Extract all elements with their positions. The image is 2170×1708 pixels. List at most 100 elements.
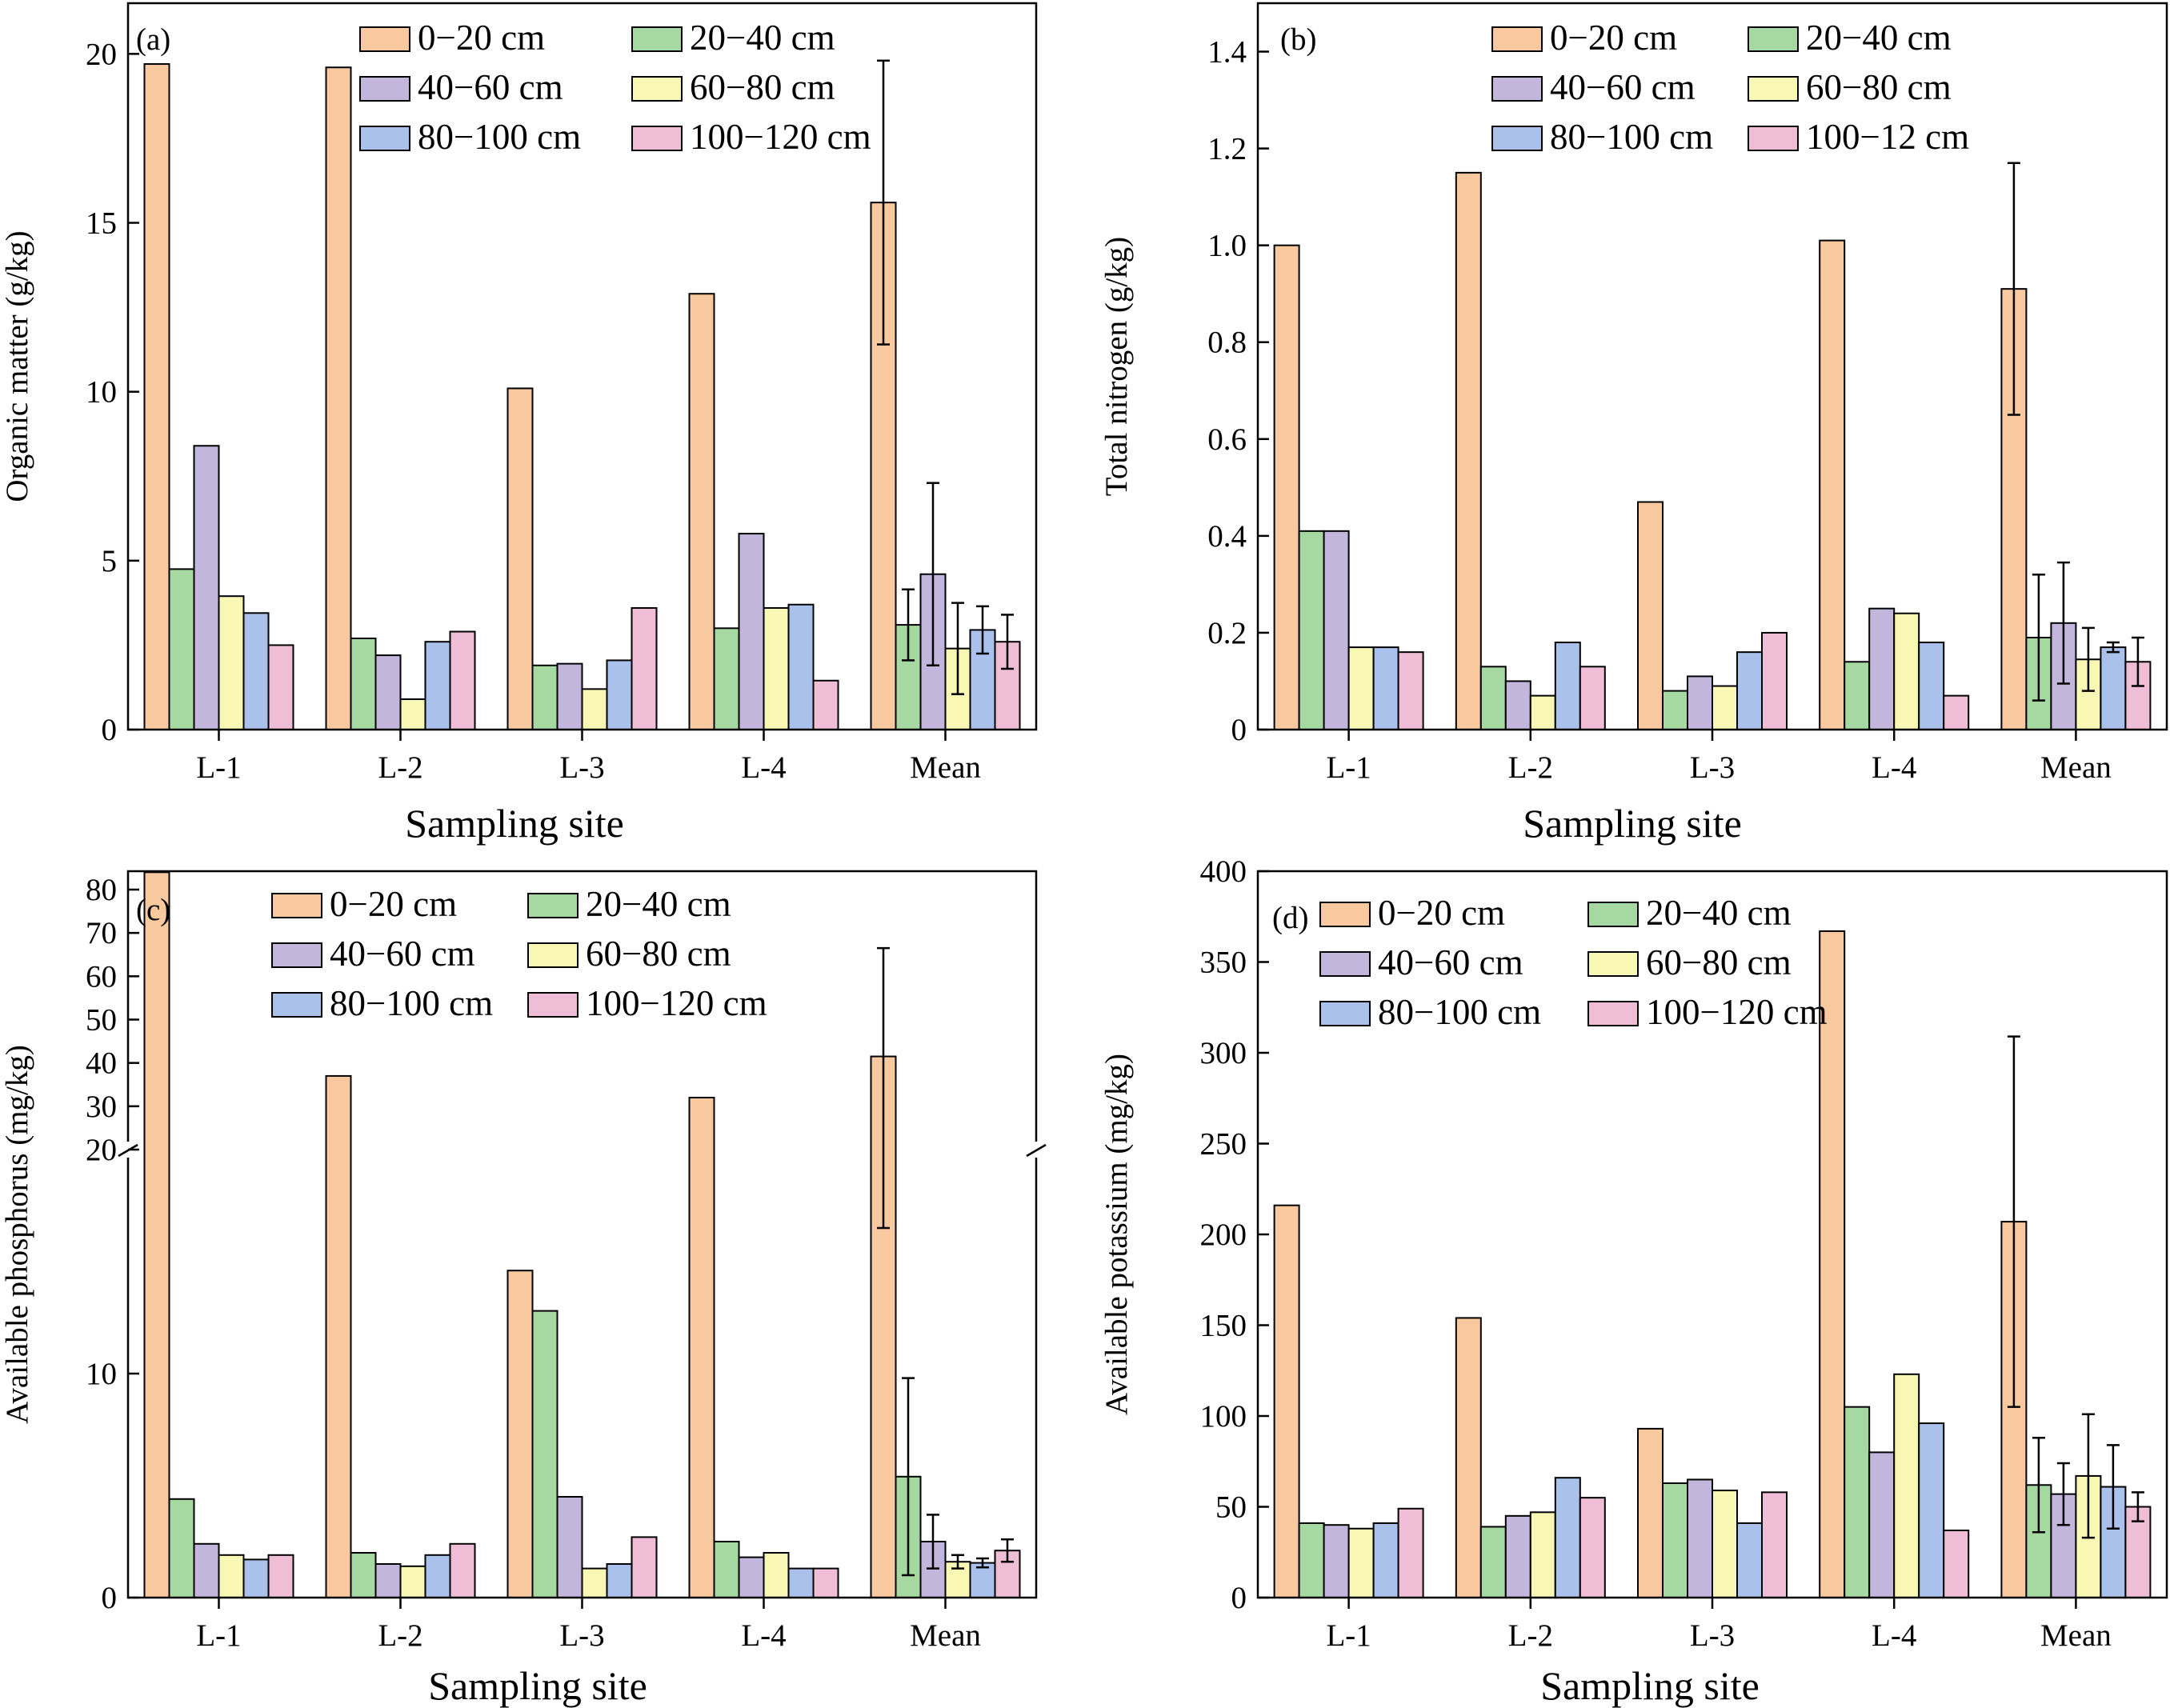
- x-tick-label: L-1: [1326, 1618, 1371, 1653]
- bar-l-1-100-120: [267, 1554, 294, 1599]
- x-tick-label: Mean: [2040, 1618, 2112, 1653]
- bar-l-4-100-120: [812, 1567, 839, 1598]
- bar-l-3-80-100: [1736, 651, 1763, 730]
- legend-label: 100−120 cm: [586, 983, 767, 1023]
- y-tick-label: 20: [86, 1133, 117, 1167]
- bar-l-2-20-40: [350, 1552, 377, 1598]
- bar-l-1-60-80: [218, 595, 245, 730]
- legend-label: 20−40 cm: [1806, 18, 1952, 58]
- y-axis-title: Available phosphorus (mg/kg): [0, 1045, 34, 1424]
- bar-l-3-100-120: [1761, 631, 1788, 731]
- bar-l-1-60-80: [1347, 646, 1375, 730]
- x-axis-title: Sampling site: [1540, 1663, 1760, 1708]
- bar-l-1-60-80: [218, 1554, 245, 1599]
- y-tick-label: 150: [1200, 1309, 1247, 1343]
- x-tick-label: L-3: [1690, 1618, 1735, 1653]
- legend-label: 60−80 cm: [690, 67, 835, 107]
- bar-l-1-40-60: [193, 445, 220, 730]
- bar-l-3-0-20: [506, 1270, 534, 1598]
- bar-l-2-20-40: [350, 637, 377, 731]
- bar-l-2-40-60: [1504, 1514, 1531, 1598]
- bar-l-1-80-100: [242, 1558, 270, 1599]
- plot-frame: [126, 2, 1038, 731]
- bar-l-2-80-100: [424, 1554, 451, 1599]
- bar-l-3-60-80: [1712, 685, 1738, 731]
- bar-l-1-60-80: [1347, 1527, 1375, 1598]
- x-tick-label: L-2: [1508, 750, 1553, 785]
- y-tick-label: 0: [1231, 1581, 1247, 1615]
- legend-label: 100−12 cm: [1806, 117, 1969, 157]
- x-tick-label: L-2: [1508, 1618, 1553, 1653]
- bar-l-3-100-120: [631, 1536, 658, 1599]
- chart-panel-d: L-1 L-2 L-3 L-4 Mean 0 50 100 150 200 250 300 350 400…: [1099, 854, 2168, 1708]
- bar-l-1-80-100: [1372, 646, 1399, 730]
- bar-l-1-20-40: [168, 568, 195, 730]
- bar-l-1-100-120: [267, 644, 294, 730]
- bar-l-1-40-60: [1323, 1524, 1350, 1598]
- legend-label: 20−40 cm: [690, 18, 835, 58]
- x-tick-label: L-3: [1690, 750, 1735, 785]
- legend-swatch-80-100: [271, 992, 322, 1018]
- legend-label: 40−60 cm: [330, 934, 475, 974]
- legend-swatch-40-60: [359, 76, 410, 102]
- bar-l-4-100-120: [1943, 1530, 1970, 1599]
- y-tick-label: 0.8: [1207, 326, 1247, 360]
- bar-l-3-100-120: [631, 606, 658, 730]
- legend-label: 20−40 cm: [1646, 893, 1792, 933]
- bar-l-3-80-100: [1736, 1522, 1763, 1599]
- legend: 0−20 cm 20−40 cm 40−60 cm 60−80 cm 80−100 cm…: [1491, 18, 1969, 157]
- x-axis-title: Sampling site: [1523, 801, 1742, 846]
- legend-label: 80−100 cm: [1550, 117, 1713, 157]
- bar-l-4-60-80: [763, 1552, 790, 1598]
- axis-break-mark: [1026, 1143, 1047, 1158]
- y-tick-label: 80: [86, 873, 117, 907]
- x-tick-label: L-4: [1872, 750, 1916, 785]
- x-tick-label: L-3: [559, 750, 604, 785]
- x-tick-label: Mean: [910, 750, 981, 785]
- legend-swatch-40-60: [271, 942, 322, 968]
- bar-l-2-40-60: [374, 654, 402, 731]
- legend-swatch-80-100: [359, 126, 410, 151]
- y-axis-title: Available potassium (mg/kg): [1099, 1054, 1134, 1415]
- x-tick-label: Mean: [910, 1618, 981, 1653]
- y-tick-label: 250: [1200, 1127, 1247, 1162]
- legend-label: 60−80 cm: [1646, 942, 1792, 982]
- bar-l-2-60-80: [1529, 694, 1556, 730]
- bar-l-3-40-60: [1687, 675, 1713, 730]
- x-tick-label: L-1: [1326, 750, 1371, 785]
- bar-l-3-20-40: [531, 1310, 559, 1598]
- bar-l-4-40-60: [738, 1556, 765, 1598]
- bar-l-1-40-60: [1323, 530, 1350, 731]
- legend-swatch-60-80: [631, 76, 683, 102]
- bar-l-4-20-40: [713, 627, 740, 730]
- y-tick-label: 0: [102, 713, 118, 747]
- legend-swatch-0-20: [271, 893, 322, 918]
- bar-l-2-0-20: [1455, 171, 1482, 731]
- chart-panel-a: L-1 L-2 L-3 L-4 Mean 0 5 10 15 20 Organic matter (…: [0, 2, 1038, 846]
- bar-l-4-100-120: [1943, 694, 1970, 730]
- legend-swatch-80-100: [1491, 126, 1543, 151]
- bar-l-4-0-20: [688, 293, 715, 730]
- y-tick-label: 5: [102, 544, 118, 578]
- bar-l-4-20-40: [713, 1541, 740, 1598]
- legend-swatch-100-120: [1748, 126, 1799, 151]
- legend-swatch-20-40: [527, 893, 579, 918]
- y-tick-label: 0.6: [1207, 422, 1247, 457]
- y-tick-label: 15: [86, 206, 117, 241]
- bar-l-3-20-40: [1662, 690, 1688, 730]
- legend-label: 40−60 cm: [1550, 67, 1696, 107]
- bar-l-2-60-80: [1529, 1511, 1556, 1599]
- bar-l-4-0-20: [688, 1097, 715, 1598]
- y-tick-label: 70: [86, 916, 117, 950]
- legend-label: 60−80 cm: [586, 934, 731, 974]
- x-tick-label: L-1: [196, 1618, 241, 1653]
- x-axis-title: Sampling site: [405, 801, 624, 846]
- y-tick-label: 40: [86, 1046, 117, 1081]
- bar-l-3-60-80: [581, 1567, 608, 1598]
- bar-l-4-80-100: [1918, 1422, 1945, 1598]
- bar-l-2-0-20: [325, 66, 352, 730]
- bar-l-2-80-100: [1554, 1477, 1581, 1599]
- bar-l-4-40-60: [1868, 607, 1896, 731]
- x-tick-label: L-3: [559, 1618, 604, 1653]
